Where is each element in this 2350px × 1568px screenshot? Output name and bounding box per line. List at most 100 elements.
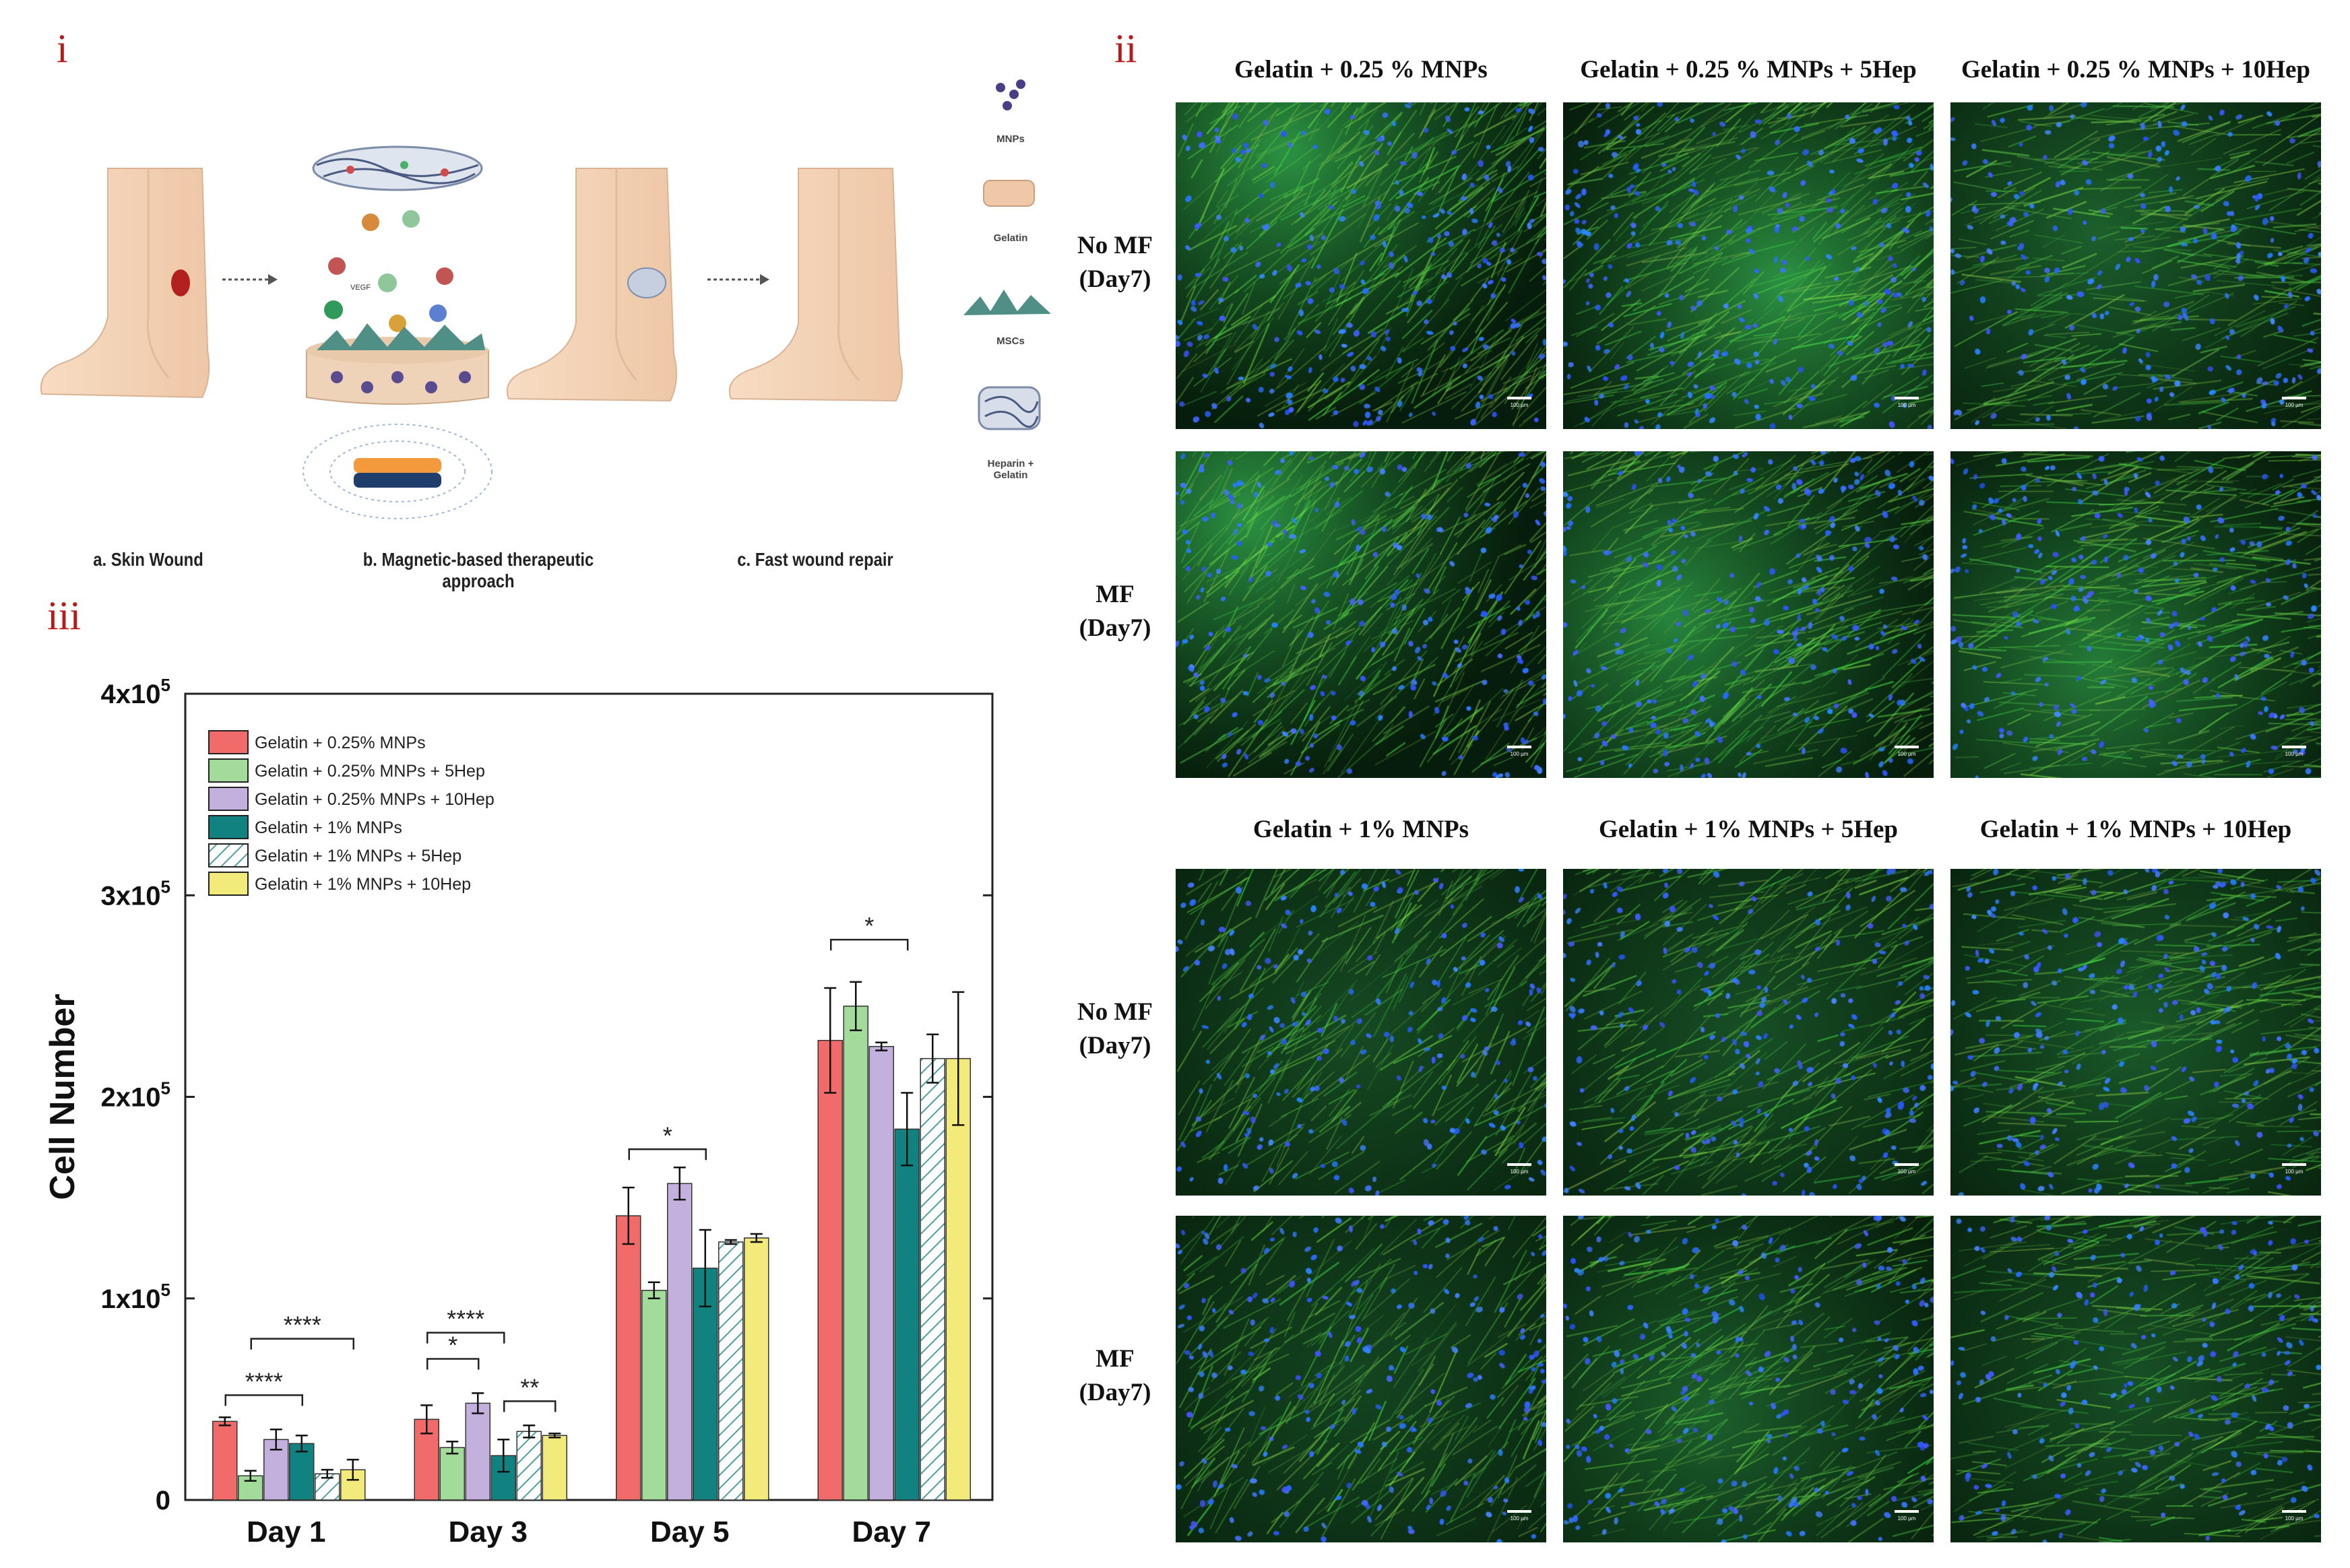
column-title: Gelatin + 1% MNPs + 10Hep [1979, 816, 2292, 843]
fluorescence-micrograph: 100 µm [1176, 451, 1546, 778]
scale-bar: 100 µm [1507, 1510, 1531, 1528]
scale-bar: 100 µm [2282, 397, 2306, 414]
bar [920, 1057, 945, 1501]
row-label: No MF (Day7) [1058, 995, 1172, 1063]
bar [945, 1057, 971, 1501]
scale-bar-label: 100 µm [1510, 1169, 1529, 1175]
column-title: Gelatin + 1% MNPs [1252, 816, 1469, 843]
legend-label: Gelatin + 0.25% MNPs + 5Hep [255, 762, 485, 781]
legend-label-gelatin: Gelatin [993, 232, 1028, 244]
bar [289, 1443, 315, 1501]
bar [641, 1290, 667, 1501]
column-title: Gelatin + 0.25 % MNPs + 10Hep [1961, 56, 2310, 84]
caption-fast-repair: c. Fast wound repair [737, 549, 893, 570]
row-label: MF (Day7) [1058, 1342, 1172, 1410]
fluorescence-micrograph: 100 µm [1563, 1216, 1934, 1542]
fluorescence-micrograph: 100 µm [1950, 1216, 2321, 1542]
fluorescence-micrograph: 100 µm [1176, 869, 1546, 1196]
column-title: Gelatin + 0.25 % MNPs + 5Hep [1580, 56, 1917, 84]
row-label: MF (Day7) [1058, 578, 1172, 645]
x-tick-label: Day 7 [852, 1515, 931, 1548]
row-label-day: (Day7) [1079, 1031, 1151, 1059]
fluorescence-micrograph: 100 µm [1950, 869, 2321, 1196]
scale-bar: 100 µm [1507, 397, 1531, 414]
caption-magnetic-approach: b. Magnetic-based therapeutic approach [362, 549, 594, 591]
y-tick-mantissa: 1x10 [101, 1284, 161, 1314]
legend-label: Gelatin + 0.25% MNPs [255, 733, 426, 752]
chart-legend: Gelatin + 0.25% MNPs Gelatin + 0.25% MNPs… [208, 730, 495, 896]
scale-bar: 100 µm [1895, 397, 1919, 414]
bar [465, 1402, 490, 1501]
y-tick-mantissa: 0 [156, 1486, 170, 1515]
y-tick-exponent: 5 [161, 675, 170, 695]
bar [616, 1215, 641, 1501]
bar [693, 1268, 718, 1501]
legend-label-mnps: MNPs [996, 133, 1025, 145]
significance-label: **** [245, 1367, 283, 1395]
significance-label: **** [447, 1305, 484, 1333]
significance-bracket [426, 1332, 505, 1344]
scale-bar: 100 µm [2282, 746, 2306, 763]
scale-bar: 100 µm [1507, 746, 1531, 763]
legend-label: Gelatin + 1% MNPs + 10Hep [255, 875, 471, 894]
significance-bracket [426, 1358, 480, 1370]
scale-bar-label: 100 µm [1510, 751, 1529, 757]
row-label-day: (Day7) [1079, 1378, 1151, 1406]
magnet-icon [303, 424, 493, 519]
bar [744, 1237, 769, 1501]
legend-swatch [208, 758, 249, 783]
bar [516, 1431, 542, 1501]
healed-leg [728, 168, 903, 402]
significance-bracket [628, 1148, 707, 1161]
row-label-condition: MF [1095, 580, 1135, 608]
fluorescence-micrograph: 100 µm [1950, 102, 2321, 429]
y-tick-exponent: 5 [161, 1280, 170, 1300]
legend-label-heparin: Heparin + Gelatin [987, 458, 1034, 481]
y-tick-mantissa: 3x10 [101, 881, 161, 911]
legend-swatch [208, 815, 249, 839]
row-label-day: (Day7) [1079, 265, 1151, 293]
bar [718, 1241, 744, 1501]
wound-mark [171, 269, 190, 296]
scale-bar-label: 100 µm [1897, 1169, 1916, 1175]
legend-swatch [208, 730, 249, 754]
y-tick-exponent: 5 [161, 876, 170, 896]
scale-bar-label: 100 µm [2285, 1515, 2304, 1522]
bar [542, 1435, 567, 1501]
legend-label: Gelatin + 1% MNPs [255, 818, 402, 837]
bar [817, 1039, 843, 1501]
fluorescence-micrograph: 100 µm [1950, 451, 2321, 778]
therapeutic-scaffold: VEGF [306, 145, 489, 405]
significance-label: ** [520, 1373, 539, 1401]
wound-healing-schematic: VEGF [40, 79, 1051, 519]
bar [894, 1128, 920, 1501]
scale-bar-label: 100 µm [1510, 1515, 1529, 1522]
x-tick-label: Day 3 [449, 1515, 528, 1548]
panel-label-iii: iii [47, 593, 82, 638]
significance-label: * [448, 1332, 457, 1359]
significance-label: * [663, 1121, 672, 1149]
scale-bar: 100 µm [1895, 1510, 1919, 1528]
scale-bar: 100 µm [1507, 1163, 1531, 1181]
caption-skin-wound: a. Skin Wound [93, 549, 203, 570]
fluorescence-micrograph: 100 µm [1563, 102, 1934, 429]
significance-label: * [864, 912, 874, 940]
scale-bar: 100 µm [2282, 1163, 2306, 1181]
row-label: No MF (Day7) [1058, 229, 1172, 296]
bar [212, 1420, 238, 1501]
column-title: Gelatin + 1% MNPs + 5Hep [1599, 816, 1898, 843]
svg-text:VEGF: VEGF [350, 284, 371, 292]
significance-bracket [830, 938, 909, 951]
fluorescence-micrograph: 100 µm [1563, 869, 1934, 1196]
legend-label: Gelatin + 1% MNPs + 5Hep [255, 847, 462, 865]
scale-bar-label: 100 µm [1510, 402, 1529, 408]
y-axis-label: Cell Number [43, 993, 82, 1200]
leg-with-patch [506, 168, 677, 402]
significance-bracket [224, 1394, 303, 1406]
legend-swatch [208, 843, 249, 868]
fluorescence-micrograph: 100 µm [1176, 102, 1546, 429]
y-tick-label: 3x105 [101, 876, 170, 911]
y-tick-mantissa: 2x10 [101, 1083, 161, 1113]
fluorescence-micrograph: 100 µm [1563, 451, 1934, 778]
significance-bracket [250, 1338, 354, 1350]
